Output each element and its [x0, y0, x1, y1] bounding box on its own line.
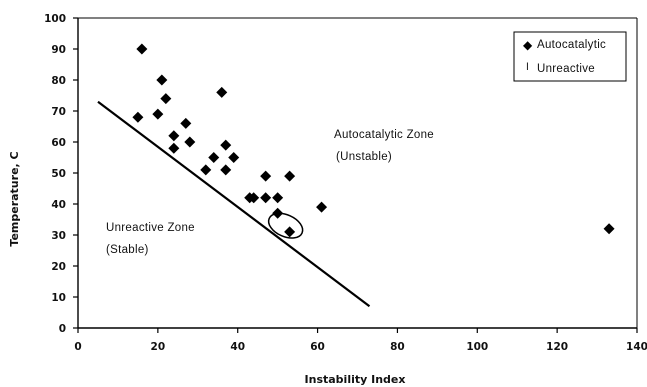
x-tick-label: 20 — [151, 341, 166, 353]
x-ticks: 0 20 40 60 80 100 120 140 — [74, 328, 647, 353]
data-point — [272, 192, 284, 204]
x-tick-label: 80 — [390, 341, 405, 353]
data-point — [180, 117, 192, 129]
y-tick-label: 10 — [51, 292, 66, 304]
data-point — [220, 164, 232, 176]
data-point — [156, 74, 168, 86]
y-tick-label: 70 — [51, 106, 66, 118]
data-point — [220, 139, 232, 151]
data-point — [160, 93, 172, 105]
y-tick-label: 0 — [59, 323, 66, 335]
data-point — [284, 226, 296, 238]
y-tick-label: 80 — [51, 75, 66, 87]
y-tick-label: 90 — [51, 44, 66, 56]
data-point — [168, 130, 180, 142]
data-point — [200, 164, 212, 176]
data-point — [316, 201, 328, 213]
x-tick-label: 0 — [74, 341, 81, 353]
data-point — [168, 142, 180, 154]
x-tick-label: 60 — [310, 341, 325, 353]
data-point — [284, 170, 296, 182]
data-point — [136, 43, 148, 55]
x-tick-label: 100 — [466, 341, 488, 353]
data-point — [216, 86, 228, 98]
y-tick-label: 60 — [51, 137, 66, 149]
x-tick-label: 120 — [546, 341, 568, 353]
legend-box — [513, 31, 627, 82]
x-tick-label: 40 — [230, 341, 245, 353]
legend-label-autocatalytic: Autocatalytic — [537, 39, 606, 51]
legend-marker-unreactive: l — [526, 62, 529, 73]
data-point — [260, 170, 272, 182]
y-tick-label: 20 — [51, 261, 66, 273]
autocatalytic-zone-sublabel: (Unstable) — [336, 151, 392, 163]
legend-marker-autocatalytic: ◆ — [523, 38, 533, 52]
boundary-line — [97, 100, 371, 308]
data-points — [132, 43, 615, 238]
data-point — [228, 152, 240, 163]
unreactive-zone-sublabel: (Stable) — [106, 244, 149, 256]
y-tick-label: 50 — [51, 168, 66, 180]
y-tick-label: 40 — [51, 199, 66, 211]
unreactive-zone-label: Unreactive Zone — [106, 222, 195, 234]
y-tick-label: 30 — [51, 230, 66, 242]
y-ticks: 0 10 20 30 40 50 60 70 80 90 100 — [44, 13, 78, 335]
data-point — [260, 192, 272, 204]
data-point — [184, 136, 196, 148]
y-tick-label: 100 — [44, 13, 66, 25]
legend: ◆ Autocatalytic l Unreactive — [513, 31, 627, 82]
data-point — [603, 223, 615, 235]
highlight-ellipse — [267, 212, 304, 239]
data-point — [152, 108, 164, 120]
x-axis-title: Instability Index — [305, 373, 406, 386]
data-point — [272, 207, 284, 219]
data-point — [248, 192, 260, 204]
x-tick-label: 140 — [626, 341, 647, 353]
data-point — [132, 111, 144, 123]
autocatalytic-zone-label: Autocatalytic Zone — [334, 129, 434, 141]
y-axis-title: Temperature, C — [8, 151, 21, 246]
legend-label-unreactive: Unreactive — [537, 63, 595, 75]
data-point — [208, 152, 220, 163]
